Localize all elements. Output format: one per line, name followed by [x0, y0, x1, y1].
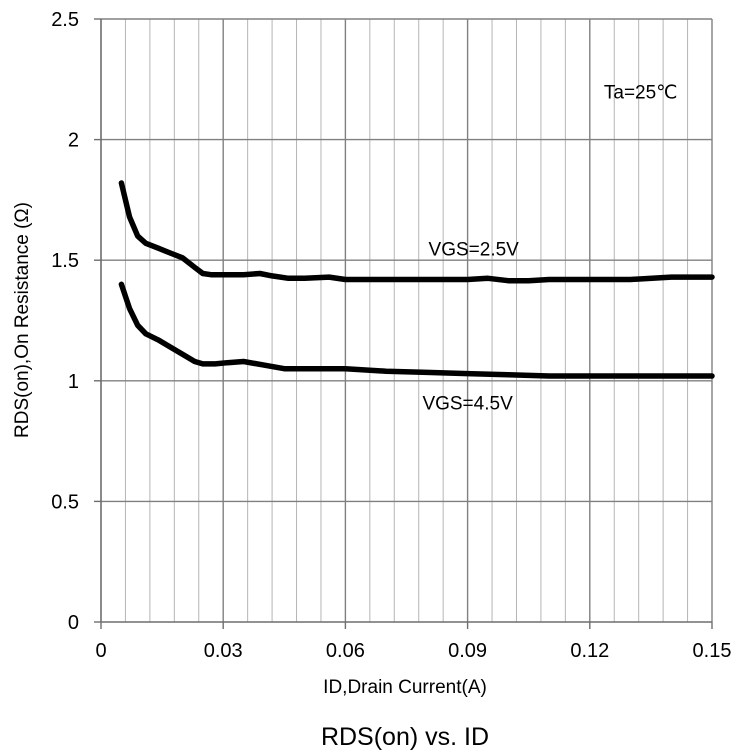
x-tick-label: 0.15: [693, 640, 732, 662]
annotation-2: VGS=2.5V: [429, 239, 520, 260]
annotations: Ta=25℃ VGS=2.5V VGS=4.5V: [422, 83, 677, 415]
series-line-2: [118, 281, 715, 379]
chart-title: RDS(on) vs. ID: [321, 723, 489, 751]
series-line-1: [118, 180, 715, 284]
x-tick-label: 0.06: [326, 640, 365, 662]
y-tick-label: 1.5: [51, 250, 79, 272]
x-tick-label: 0.12: [570, 640, 609, 662]
y-axis-label: RDS(on),On Resistance (Ω): [12, 202, 33, 438]
minor-gridlines: [124, 19, 689, 622]
tick-labels: 0 0.03 0.06 0.09 0.12 0.15 0 0.5 1 1.5 2 2.5: [51, 9, 731, 662]
y-tick-label: 2: [68, 130, 79, 152]
x-tick-label: 0: [95, 640, 106, 662]
y-tick-label: 2.5: [51, 9, 79, 31]
series-layer: [118, 180, 715, 379]
annotation-3: VGS=4.5V: [422, 394, 513, 415]
x-tick-label: 0.03: [204, 640, 243, 662]
y-tick-label: 0: [68, 612, 79, 634]
y-tick-label: 1: [68, 371, 79, 393]
y-tick-label: 0.5: [51, 491, 79, 513]
annotation-1: Ta=25℃: [604, 83, 678, 104]
x-axis-label: ID,Drain Current(A): [323, 677, 487, 698]
x-tick-label: 0.09: [448, 640, 487, 662]
major-gridlines: [94, 18, 713, 629]
